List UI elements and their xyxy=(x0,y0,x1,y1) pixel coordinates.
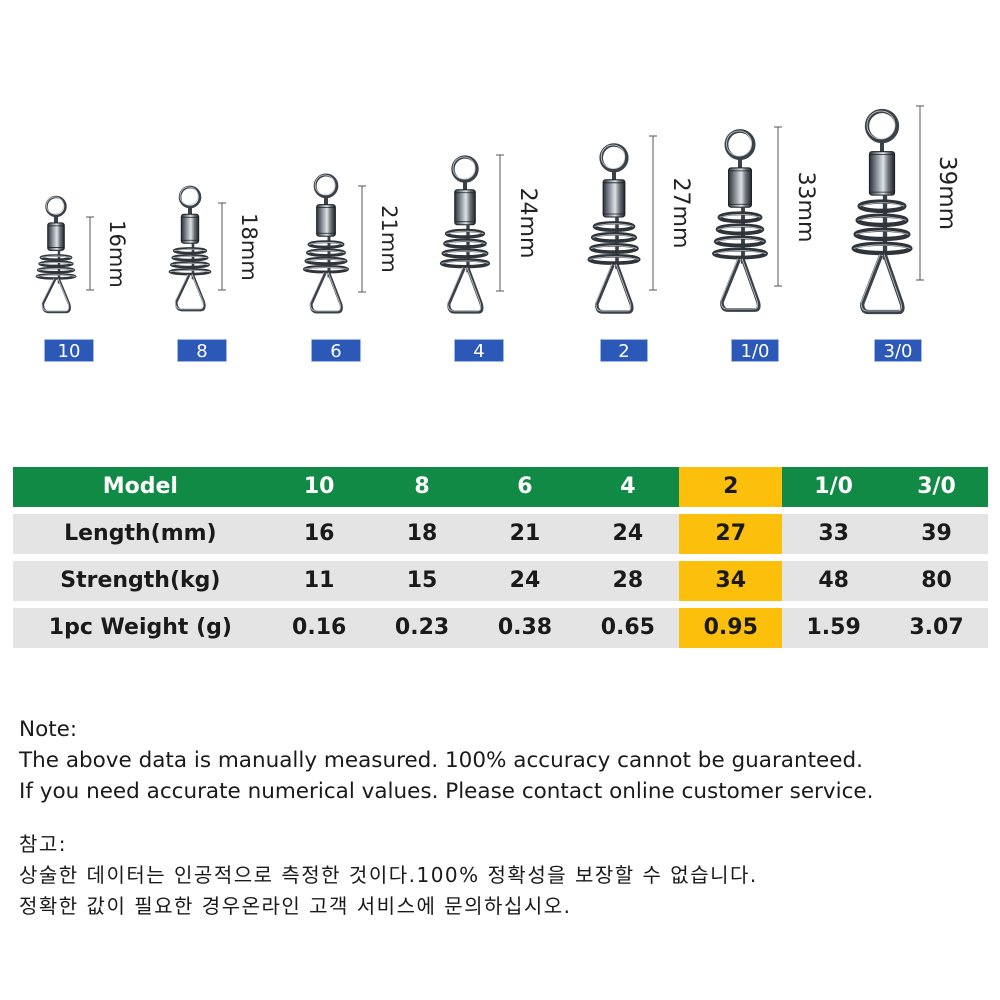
size-badge: 1/0 xyxy=(731,339,779,362)
table-cell: 16 xyxy=(303,521,335,546)
table-row: 1pc Weight (g) 0.16 0.23 0.38 0.65 0.95 … xyxy=(13,608,988,648)
table-header-cell: 10 xyxy=(303,474,335,499)
table-header-cell: 4 xyxy=(620,474,636,499)
swivel-drawing xyxy=(168,185,212,312)
swivel-drawing xyxy=(35,195,77,314)
table-cell: 28 xyxy=(612,568,644,593)
dimension-label: 33mm xyxy=(793,171,818,242)
table-cell: 3.07 xyxy=(909,615,964,640)
barrel xyxy=(454,189,476,226)
table-cell: 24 xyxy=(509,568,541,593)
snap-loop xyxy=(447,267,484,314)
row-label: Strength(kg) xyxy=(60,568,221,593)
eye-ring xyxy=(451,155,479,183)
size-badge: 4 xyxy=(454,339,504,362)
swivel-drawing xyxy=(302,173,350,314)
product-lineup: 16mm 10 18mm 8 21mm 6 24mm 4 27mm 2 33mm 1/0 39mm 3/0 xyxy=(0,0,1000,400)
eye-ring xyxy=(864,108,900,144)
dimension-bracket xyxy=(358,185,366,293)
table-cell: 11 xyxy=(303,568,335,593)
barrel xyxy=(602,179,626,218)
table-cell: 0.65 xyxy=(600,615,655,640)
barrel xyxy=(868,151,896,196)
size-badge: 2 xyxy=(600,339,648,362)
snap-loop xyxy=(309,272,343,314)
note-line-korean: 정확한 값이 필요한 경우온라인 고객 서비스에 문의하십시오. xyxy=(19,894,572,918)
table-row: Length(mm) 16 18 21 24 27 33 39 xyxy=(13,514,988,554)
dimension-bracket xyxy=(916,105,924,281)
table-cell-highlighted: 0.95 xyxy=(679,608,783,648)
size-badge: 10 xyxy=(44,339,94,362)
eye-ring xyxy=(313,173,339,199)
eye-ring xyxy=(178,185,202,209)
row-label: 1pc Weight (g) xyxy=(48,615,232,640)
eye-ring xyxy=(724,129,756,161)
dimension-bracket xyxy=(86,216,94,291)
size-badge: 6 xyxy=(311,339,361,362)
size-badge: 8 xyxy=(177,339,227,362)
table-cell-highlighted: 27 xyxy=(679,514,783,554)
dimension-label: 39mm xyxy=(934,155,960,231)
table-header-row: Model 10 8 6 4 2 1/0 3/0 xyxy=(13,467,988,507)
snap-loop xyxy=(595,264,634,314)
table-cell: 21 xyxy=(509,521,541,546)
table-cell: 1.59 xyxy=(806,615,861,640)
table-cell: 0.38 xyxy=(497,615,553,640)
snap-loop xyxy=(174,274,206,312)
swivels-illustration xyxy=(35,105,924,315)
barrel xyxy=(316,204,336,237)
snap-loop xyxy=(719,258,761,312)
table-cell: 48 xyxy=(818,568,849,593)
table-cell: 80 xyxy=(921,568,952,593)
dimension-label: 18mm xyxy=(237,212,261,281)
eye-ring xyxy=(599,143,629,173)
dimension-bracket xyxy=(649,135,657,291)
eye-ring xyxy=(45,195,67,218)
table-cell: 0.23 xyxy=(394,615,450,640)
note-title-korean: 참고: xyxy=(19,832,68,856)
table-header-label: Model xyxy=(102,474,178,499)
table-cell: 39 xyxy=(921,521,952,546)
table-header-cell: 6 xyxy=(517,474,533,499)
swivel-drawing xyxy=(851,108,913,315)
barrel xyxy=(180,213,200,244)
note-line: If you need accurate numerical values. P… xyxy=(19,779,874,804)
swivel-drawing xyxy=(712,129,768,312)
dimension-label: 16mm xyxy=(105,219,129,288)
dimension-label: 21mm xyxy=(377,205,401,273)
table-header-cell: 1/0 xyxy=(814,474,853,499)
note-title: Note: xyxy=(19,717,78,742)
barrel xyxy=(47,222,65,251)
dimension-label: 27mm xyxy=(668,177,693,249)
note-line: The above data is manually measured. 100… xyxy=(19,748,863,773)
row-label: Length(mm) xyxy=(64,521,217,546)
table-cell: 33 xyxy=(818,521,849,546)
dimension-bracket xyxy=(496,154,504,292)
table-cell: 15 xyxy=(406,568,438,593)
size-badge: 3/0 xyxy=(874,339,922,362)
table-cell: 24 xyxy=(612,521,644,546)
table-header-cell-highlighted: 2 xyxy=(679,467,783,507)
table-cell: 18 xyxy=(406,521,438,546)
notes-section: Note: The above data is manually measure… xyxy=(19,714,994,922)
dimension-bracket xyxy=(774,126,782,287)
dimension-bracket xyxy=(218,202,226,291)
barrel xyxy=(728,167,752,208)
table-cell: 0.16 xyxy=(292,615,347,640)
note-line-korean: 상술한 데이터는 인공적으로 측정한 것이다.100% 정확성을 보장할 수 없… xyxy=(19,863,758,887)
swivel-drawing xyxy=(587,143,641,314)
snap-loop xyxy=(41,278,71,314)
swivel-drawing xyxy=(439,155,491,314)
table-header-cell: 8 xyxy=(414,474,430,499)
table-cell-highlighted: 34 xyxy=(679,561,783,601)
table-row: Strength(kg) 11 15 24 28 34 48 80 xyxy=(13,561,988,601)
dimension-label: 24mm xyxy=(515,187,540,259)
table-header-cell: 3/0 xyxy=(917,474,956,499)
snap-loop xyxy=(859,254,905,315)
